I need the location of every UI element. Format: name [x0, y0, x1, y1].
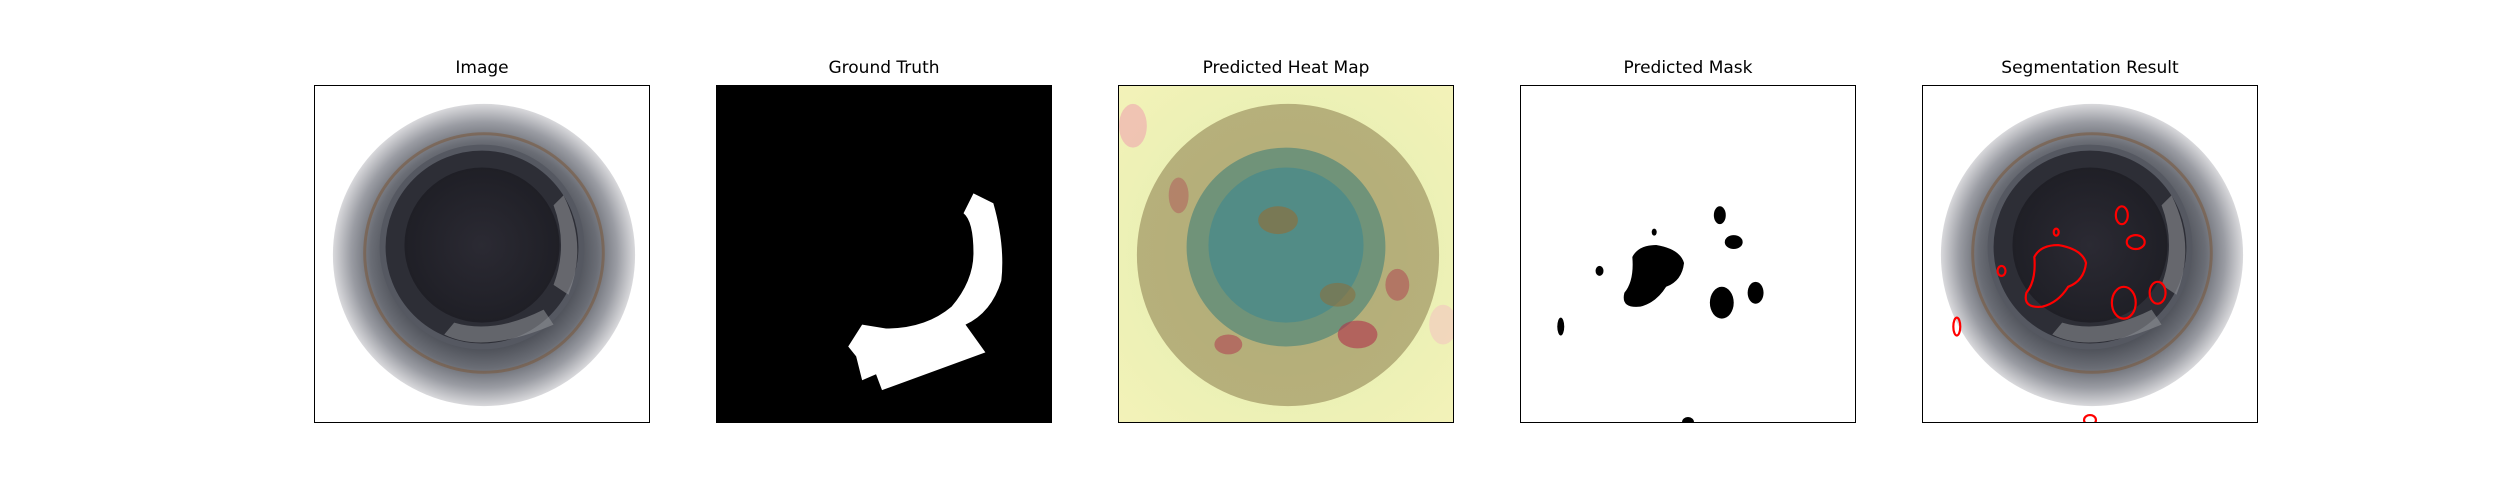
ground-truth-panel — [716, 85, 1052, 423]
ground-truth-mask — [717, 86, 1051, 422]
panel-title-predicted-mask: Predicted Mask — [1623, 58, 1753, 78]
panel-title-image: Image — [455, 58, 509, 78]
segmentation-result — [1923, 86, 2257, 422]
heat-map-panel — [1118, 85, 1454, 423]
segmentation-result-panel — [1922, 85, 2258, 423]
heat-map — [1119, 86, 1453, 422]
panel-title-segmentation-result: Segmentation Result — [2001, 58, 2179, 78]
panel-title-ground-truth: Ground Truth — [828, 58, 940, 78]
predicted-mask-panel — [1520, 85, 1856, 423]
image-panel — [314, 85, 650, 423]
bottle-image — [315, 86, 649, 422]
panel-title-heat-map: Predicted Heat Map — [1202, 58, 1370, 78]
predicted-mask — [1521, 86, 1855, 422]
